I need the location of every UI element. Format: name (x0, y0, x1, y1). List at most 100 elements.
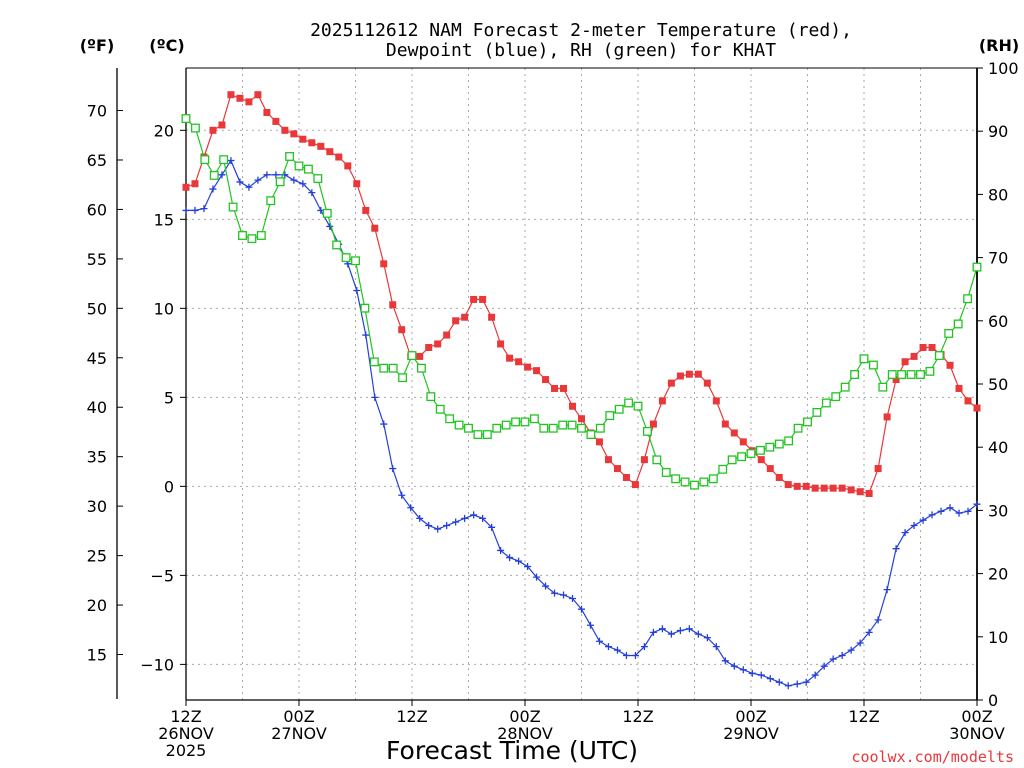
rh-point (501, 420, 511, 430)
chart-title-line1: 2025112612 NAM Forecast 2-meter Temperat… (310, 20, 852, 41)
temperature-point (703, 379, 711, 387)
fahrenheit-tick-label: 45 (87, 349, 107, 368)
temperature-point (209, 126, 217, 134)
dewpoint-point (928, 511, 936, 519)
rh-point (652, 455, 662, 465)
rh-point (972, 262, 982, 272)
rh-point (699, 477, 709, 487)
dewpoint-point (371, 393, 379, 401)
dewpoint-point (272, 171, 280, 179)
dewpoint-point (667, 630, 675, 638)
temperature-point (578, 415, 585, 423)
dewpoint-point (730, 662, 738, 670)
dewpoint-point (389, 465, 397, 473)
rh-point (831, 392, 841, 402)
rh-point (746, 449, 756, 458)
temperature-point (191, 180, 199, 188)
temperature-point (964, 397, 972, 405)
rh-point (294, 161, 304, 171)
rh-point (906, 370, 916, 379)
temperature-point (685, 370, 693, 378)
temperature-point (658, 397, 666, 405)
temperature-point (569, 402, 577, 410)
rh-unit-label: (RH) (979, 36, 1019, 55)
celsius-tick-label: 15 (154, 210, 174, 229)
celsius-tick-label: 20 (154, 121, 174, 140)
temperature-point (766, 465, 774, 473)
dewpoint-point (829, 655, 837, 663)
temperature-point (227, 91, 235, 99)
dewpoint-point (254, 176, 262, 184)
dewpoint-point (227, 157, 235, 165)
rh-point (595, 423, 605, 433)
temperature-point (362, 206, 370, 214)
temperature-point (479, 295, 487, 303)
temperature-point (308, 139, 316, 147)
dewpoint-point (658, 625, 666, 633)
dewpoint-point (865, 628, 873, 636)
dewpoint-point (290, 176, 298, 184)
rh-point (454, 420, 464, 430)
temperature-point (488, 313, 496, 321)
dewpoint-point (676, 627, 684, 635)
rh-point (379, 363, 389, 373)
temperature-point (290, 130, 298, 138)
rh-point (416, 363, 426, 373)
dewpoint-point (479, 514, 487, 522)
temperature-point (317, 142, 325, 150)
rh-point (558, 420, 568, 430)
rh-point (445, 414, 455, 424)
fahrenheit-tick-label: 70 (87, 102, 107, 121)
dewpoint-point (613, 646, 621, 654)
temperature-point (640, 456, 648, 464)
rh-point (737, 452, 747, 462)
temperature-point (560, 384, 568, 392)
rh-point (671, 474, 681, 484)
dewpoint-point (685, 625, 693, 633)
temperature-point (712, 397, 720, 405)
temperature-point (847, 486, 855, 494)
fahrenheit-tick-label: 15 (87, 646, 107, 665)
temperature-point (775, 473, 783, 481)
rh-point (784, 436, 794, 446)
x-tick-label: 00Z (509, 707, 540, 726)
credit-text: coolwx.com/modelts (851, 748, 1014, 766)
rh-point (614, 404, 624, 414)
dewpoint-point (515, 557, 523, 565)
dewpoint-point (649, 628, 657, 636)
temperature-point (892, 376, 900, 384)
dewpoint-point (533, 573, 541, 581)
x-tick-label: 30NOV (949, 724, 1005, 743)
dewpoint-point (703, 634, 711, 642)
rh-tick-label: 0 (988, 691, 998, 710)
temperature-point (461, 313, 469, 321)
dewpoint-point (488, 523, 496, 531)
fahrenheit-tick-label: 25 (87, 547, 107, 566)
dewpoint-point (937, 507, 945, 515)
dewpoint-point (326, 222, 334, 230)
rh-point (859, 354, 869, 364)
rh-point (793, 423, 803, 433)
dewpoint-point (721, 657, 729, 665)
rh-tick-label: 100 (988, 59, 1019, 78)
dewpoint-point (640, 643, 648, 651)
celsius-tick-label: −5 (150, 566, 174, 585)
rh-point (690, 480, 699, 490)
temperature-point (299, 135, 307, 143)
dewpoint-point (542, 582, 550, 590)
rh-tick-label: 50 (988, 375, 1008, 394)
temperature-point (667, 379, 675, 387)
series-layer (181, 91, 982, 690)
dewpoint-point (595, 637, 603, 645)
rh-point (586, 430, 596, 440)
dewpoint-point (838, 651, 846, 659)
x-tick-label: 12Z (396, 707, 427, 726)
dewpoint-point (955, 509, 963, 517)
celsius-tick-label: 5 (164, 388, 174, 407)
dewpoint-point (811, 671, 819, 679)
rh-tick-label: 40 (988, 438, 1008, 457)
rh-tick-label: 30 (988, 501, 1008, 520)
rh-point (228, 202, 238, 212)
dewpoint-point (524, 562, 532, 570)
rh-point (821, 398, 831, 408)
